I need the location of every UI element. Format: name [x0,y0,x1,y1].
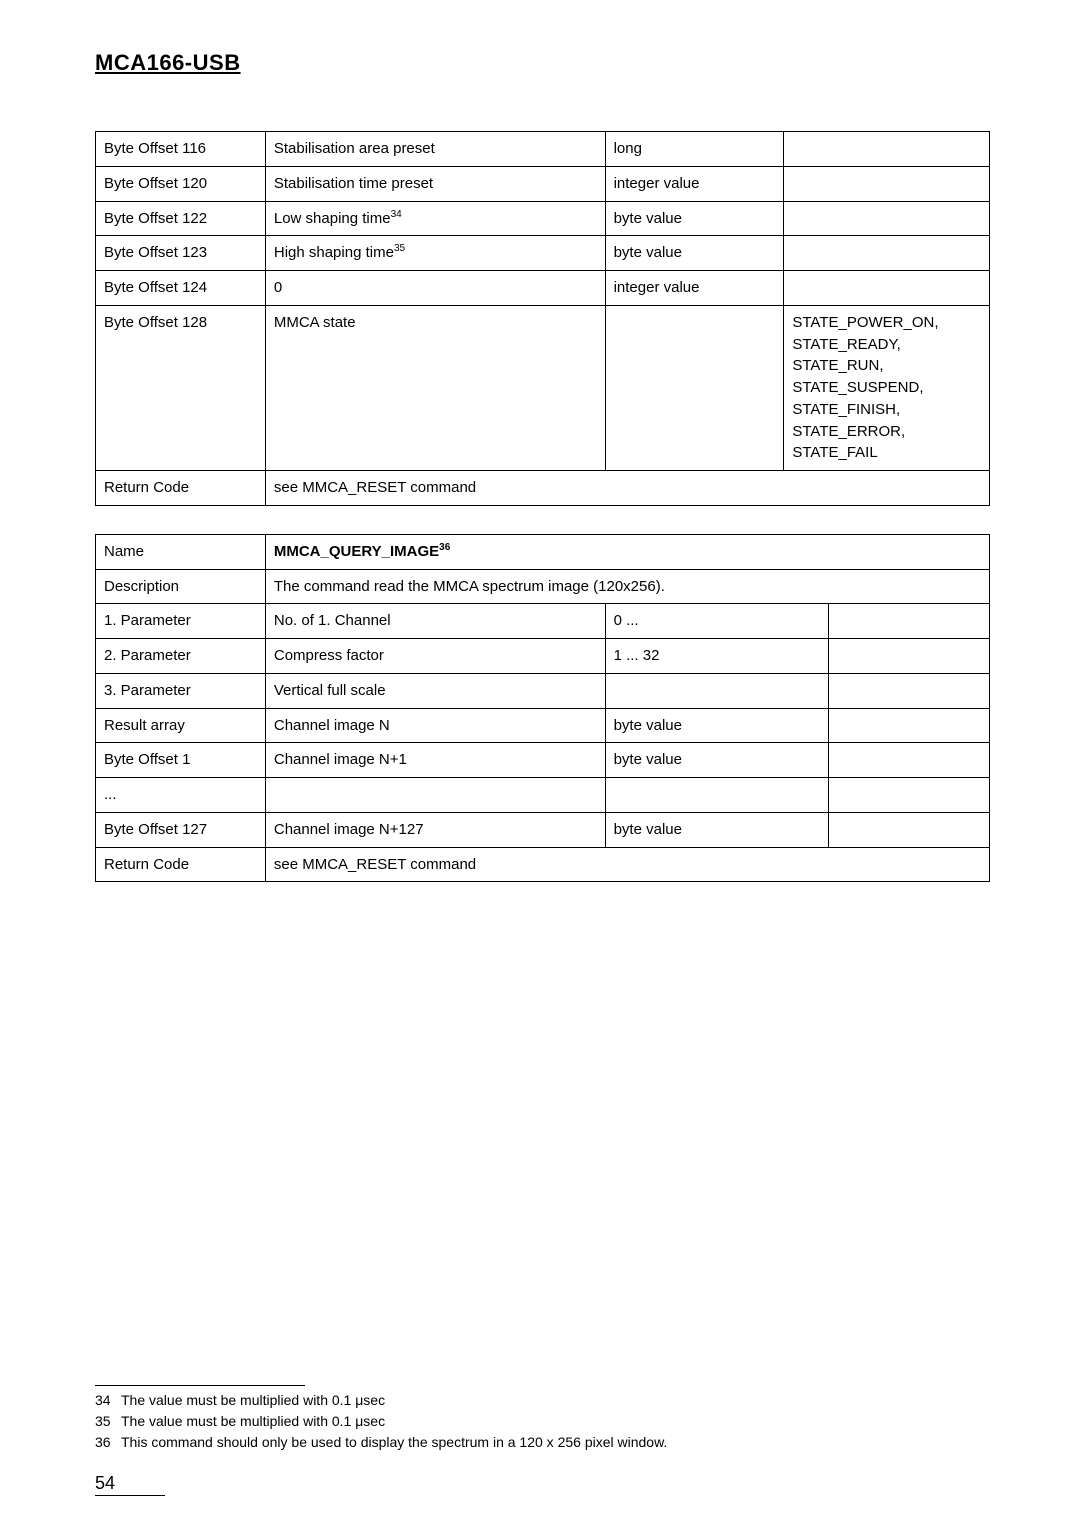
footnote: 34 The value must be multiplied with 0.1… [95,1390,990,1411]
table-row: Byte Offset 120 Stabilisation time prese… [96,166,990,201]
table-row: Byte Offset 123 High shaping time35 byte… [96,236,990,271]
cell: Channel image N [265,708,605,743]
cell: Description [96,569,266,604]
table-row: Byte Offset 128 MMCA state STATE_POWER_O… [96,305,990,470]
footnote-text: This command should only be used to disp… [121,1432,667,1453]
cell [784,236,990,271]
cell: 0 [265,271,605,306]
cell: byte value [605,812,829,847]
cell: integer value [605,271,784,306]
cell: 0 ... [605,604,829,639]
cell: Byte Offset 122 [96,201,266,236]
footnote-text: The value must be multiplied with 0.1 μs… [121,1411,385,1432]
cell: byte value [605,201,784,236]
footnote-text: The value must be multiplied with 0.1 μs… [121,1390,385,1411]
cell: Channel image N+1 [265,743,605,778]
table-row: Byte Offset 124 0 integer value [96,271,990,306]
cell: MMCA_QUERY_IMAGE36 [265,534,989,569]
cell: Byte Offset 116 [96,132,266,167]
cell: MMCA state [265,305,605,470]
table-row: ... [96,778,990,813]
cell [265,778,605,813]
cell: Byte Offset 128 [96,305,266,470]
cell [605,778,829,813]
footnote-number: 35 [95,1411,121,1432]
table-1: Byte Offset 116 Stabilisation area prese… [95,131,990,506]
cell: 1 ... 32 [605,639,829,674]
cell [605,673,829,708]
table-row: Return Code see MMCA_RESET command [96,471,990,506]
table-2: Name MMCA_QUERY_IMAGE36 Description The … [95,534,990,883]
cell [784,132,990,167]
cell: byte value [605,236,784,271]
cell: long [605,132,784,167]
cell: Name [96,534,266,569]
table-row: 3. Parameter Vertical full scale [96,673,990,708]
cell: 1. Parameter [96,604,266,639]
cell: Stabilisation time preset [265,166,605,201]
footnote-number: 34 [95,1390,121,1411]
table-row: 2. Parameter Compress factor 1 ... 32 [96,639,990,674]
cell: Byte Offset 127 [96,812,266,847]
cell [829,743,990,778]
cell [829,708,990,743]
cell: No. of 1. Channel [265,604,605,639]
table-row: Result array Channel image N byte value [96,708,990,743]
cell: Channel image N+127 [265,812,605,847]
cell: Vertical full scale [265,673,605,708]
cell [784,166,990,201]
cell: The command read the MMCA spectrum image… [265,569,989,604]
page-number: 54 [95,1473,165,1496]
cell: integer value [605,166,784,201]
cell: 3. Parameter [96,673,266,708]
cell [829,778,990,813]
cell: byte value [605,708,829,743]
table-row: Description The command read the MMCA sp… [96,569,990,604]
table-row: Byte Offset 1 Channel image N+1 byte val… [96,743,990,778]
cell: see MMCA_RESET command [265,471,989,506]
cell [829,639,990,674]
cell: ... [96,778,266,813]
cell: Return Code [96,847,266,882]
cell: Return Code [96,471,266,506]
footnote-rule [95,1385,305,1386]
table-row: Byte Offset 127 Channel image N+127 byte… [96,812,990,847]
cell: 2. Parameter [96,639,266,674]
cell: Byte Offset 123 [96,236,266,271]
cell: Result array [96,708,266,743]
page-title: MCA166-USB [95,50,990,76]
footnote-number: 36 [95,1432,121,1453]
table-row: Byte Offset 116 Stabilisation area prese… [96,132,990,167]
cell [605,305,784,470]
footnotes: 34 The value must be multiplied with 0.1… [95,1385,990,1453]
cell: byte value [605,743,829,778]
cell [829,673,990,708]
cell [784,201,990,236]
cell: Byte Offset 124 [96,271,266,306]
cell: High shaping time35 [265,236,605,271]
table-row: Name MMCA_QUERY_IMAGE36 [96,534,990,569]
footnote: 36 This command should only be used to d… [95,1432,990,1453]
cell: Stabilisation area preset [265,132,605,167]
cell [784,271,990,306]
cell [829,812,990,847]
footnote: 35 The value must be multiplied with 0.1… [95,1411,990,1432]
cell: Byte Offset 1 [96,743,266,778]
table-row: Return Code see MMCA_RESET command [96,847,990,882]
table-row: 1. Parameter No. of 1. Channel 0 ... [96,604,990,639]
cell: Byte Offset 120 [96,166,266,201]
cell: STATE_POWER_ON, STATE_READY, STATE_RUN, … [784,305,990,470]
cell [829,604,990,639]
table-row: Byte Offset 122 Low shaping time34 byte … [96,201,990,236]
cell: Compress factor [265,639,605,674]
cell: see MMCA_RESET command [265,847,989,882]
cell: Low shaping time34 [265,201,605,236]
